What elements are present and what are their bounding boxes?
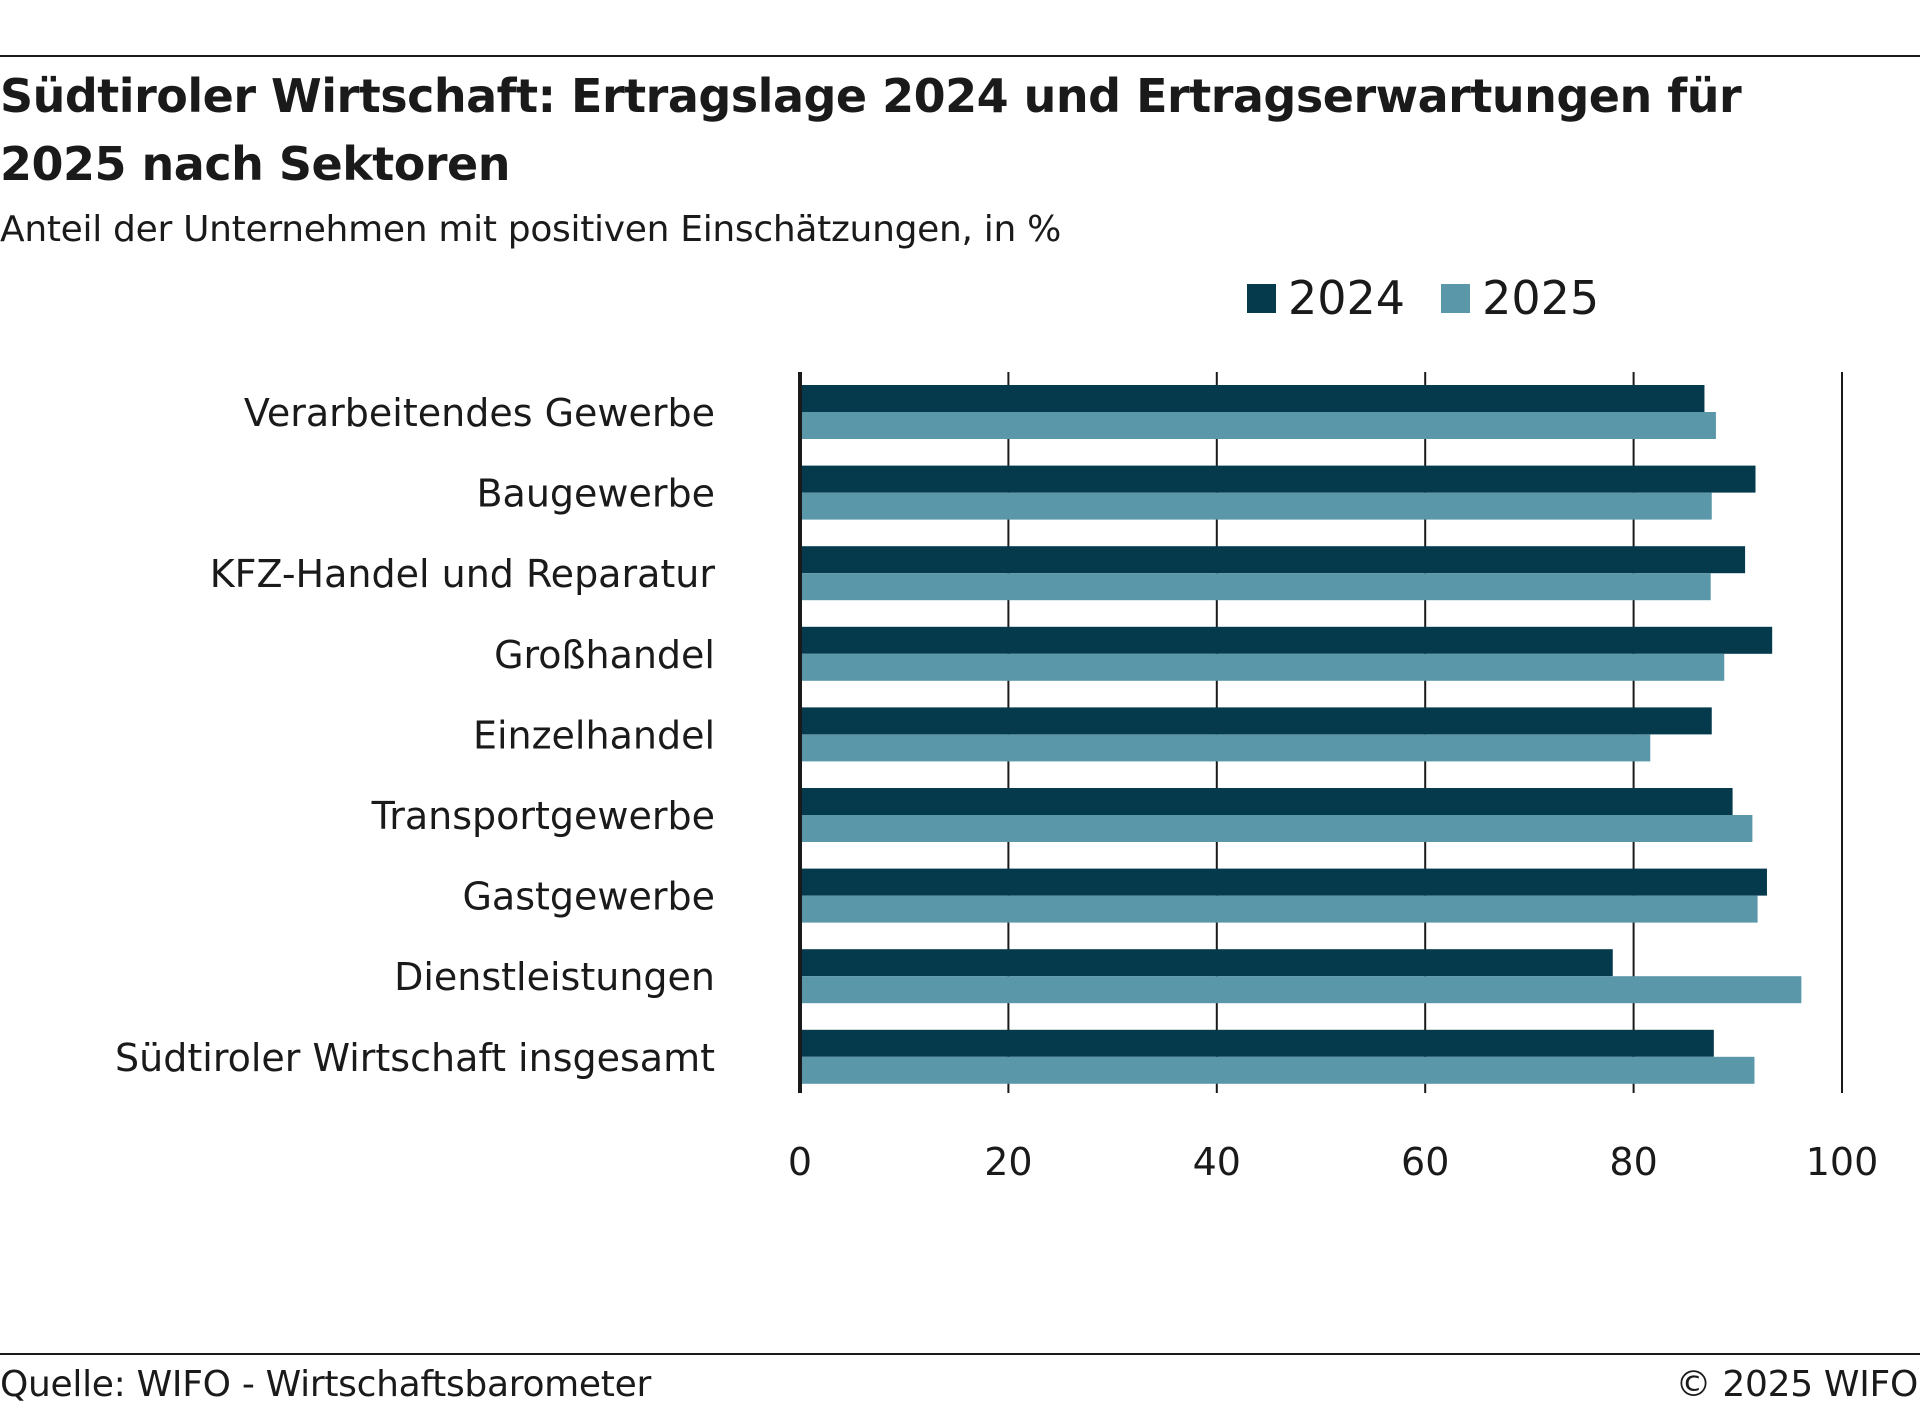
category-label-6: Gastgewerbe <box>462 875 715 919</box>
category-label-1: Baugewerbe <box>476 472 715 516</box>
x-tick-label-60: 60 <box>1401 1140 1449 1184</box>
bar-2025-3 <box>800 653 1725 681</box>
bar-2025-4 <box>800 734 1651 762</box>
chart-subtitle: Anteil der Unternehmen mit positiven Ein… <box>0 209 1062 250</box>
category-label-7: Dienstleistungen <box>394 955 715 999</box>
x-tick-label-20: 20 <box>984 1140 1032 1184</box>
chart-title: Südtiroler Wirtschaft: Ertragslage 2024 … <box>0 69 1742 191</box>
category-label-0: Verarbeitendes Gewerbe <box>244 391 715 435</box>
category-label-4: Einzelhandel <box>473 713 715 757</box>
legend-swatch-2025 <box>1441 283 1471 313</box>
legend-label-2024: 2024 <box>1288 271 1406 325</box>
x-tick-label-100: 100 <box>1806 1140 1879 1184</box>
bar-2025-0 <box>800 412 1716 439</box>
bottom-rule <box>0 1353 1920 1355</box>
bar-chart: 0 20 40 60 80 100 Verarbeitendes Gewerbe Baugew… <box>115 372 1879 1184</box>
bar-2024-5 <box>800 788 1733 815</box>
bar-2024-3 <box>800 626 1773 654</box>
bar-2024-4 <box>800 707 1712 735</box>
bar-2024-6 <box>800 868 1767 896</box>
copyright-note: © 2025 WIFO <box>1675 1364 1919 1405</box>
bar-2025-1 <box>800 492 1712 520</box>
legend-label-2025: 2025 <box>1482 271 1600 325</box>
x-tick-label-40: 40 <box>1193 1140 1241 1184</box>
top-rule <box>0 55 1920 57</box>
bar-2025-2 <box>800 573 1711 601</box>
bar-2025-7 <box>800 976 1802 1004</box>
x-tick-label-80: 80 <box>1609 1140 1657 1184</box>
bar-2025-8 <box>800 1056 1755 1084</box>
bar-2024-7 <box>800 949 1613 977</box>
legend: 2024 2025 <box>1247 270 1635 326</box>
bar-2025-6 <box>800 895 1758 923</box>
category-label-3: Großhandel <box>494 633 715 677</box>
legend-item-2024: 2024 <box>1247 271 1405 325</box>
legend-item-2025: 2025 <box>1441 271 1599 325</box>
category-label-8: Südtiroler Wirtschaft insgesamt <box>115 1036 715 1080</box>
source-note: Quelle: WIFO - Wirtschaftsbarometer <box>0 1364 651 1405</box>
category-label-5: Transportgewerbe <box>371 794 715 838</box>
x-tick-label-0: 0 <box>788 1140 812 1184</box>
bar-2024-8 <box>800 1029 1714 1057</box>
bar-2024-1 <box>800 465 1756 493</box>
category-label-2: KFZ-Handel und Reparatur <box>210 552 716 596</box>
bar-2024-2 <box>800 546 1746 574</box>
bar-2025-5 <box>800 815 1753 842</box>
bar-2024-0 <box>800 385 1705 412</box>
legend-swatch-2024 <box>1247 283 1276 313</box>
